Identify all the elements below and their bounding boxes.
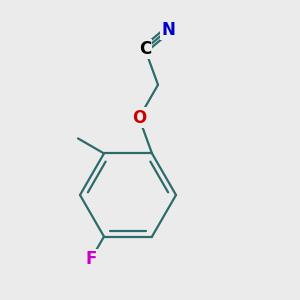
Text: C: C (139, 40, 151, 58)
Text: F: F (85, 250, 97, 268)
Text: O: O (132, 109, 146, 127)
Text: N: N (161, 21, 175, 39)
